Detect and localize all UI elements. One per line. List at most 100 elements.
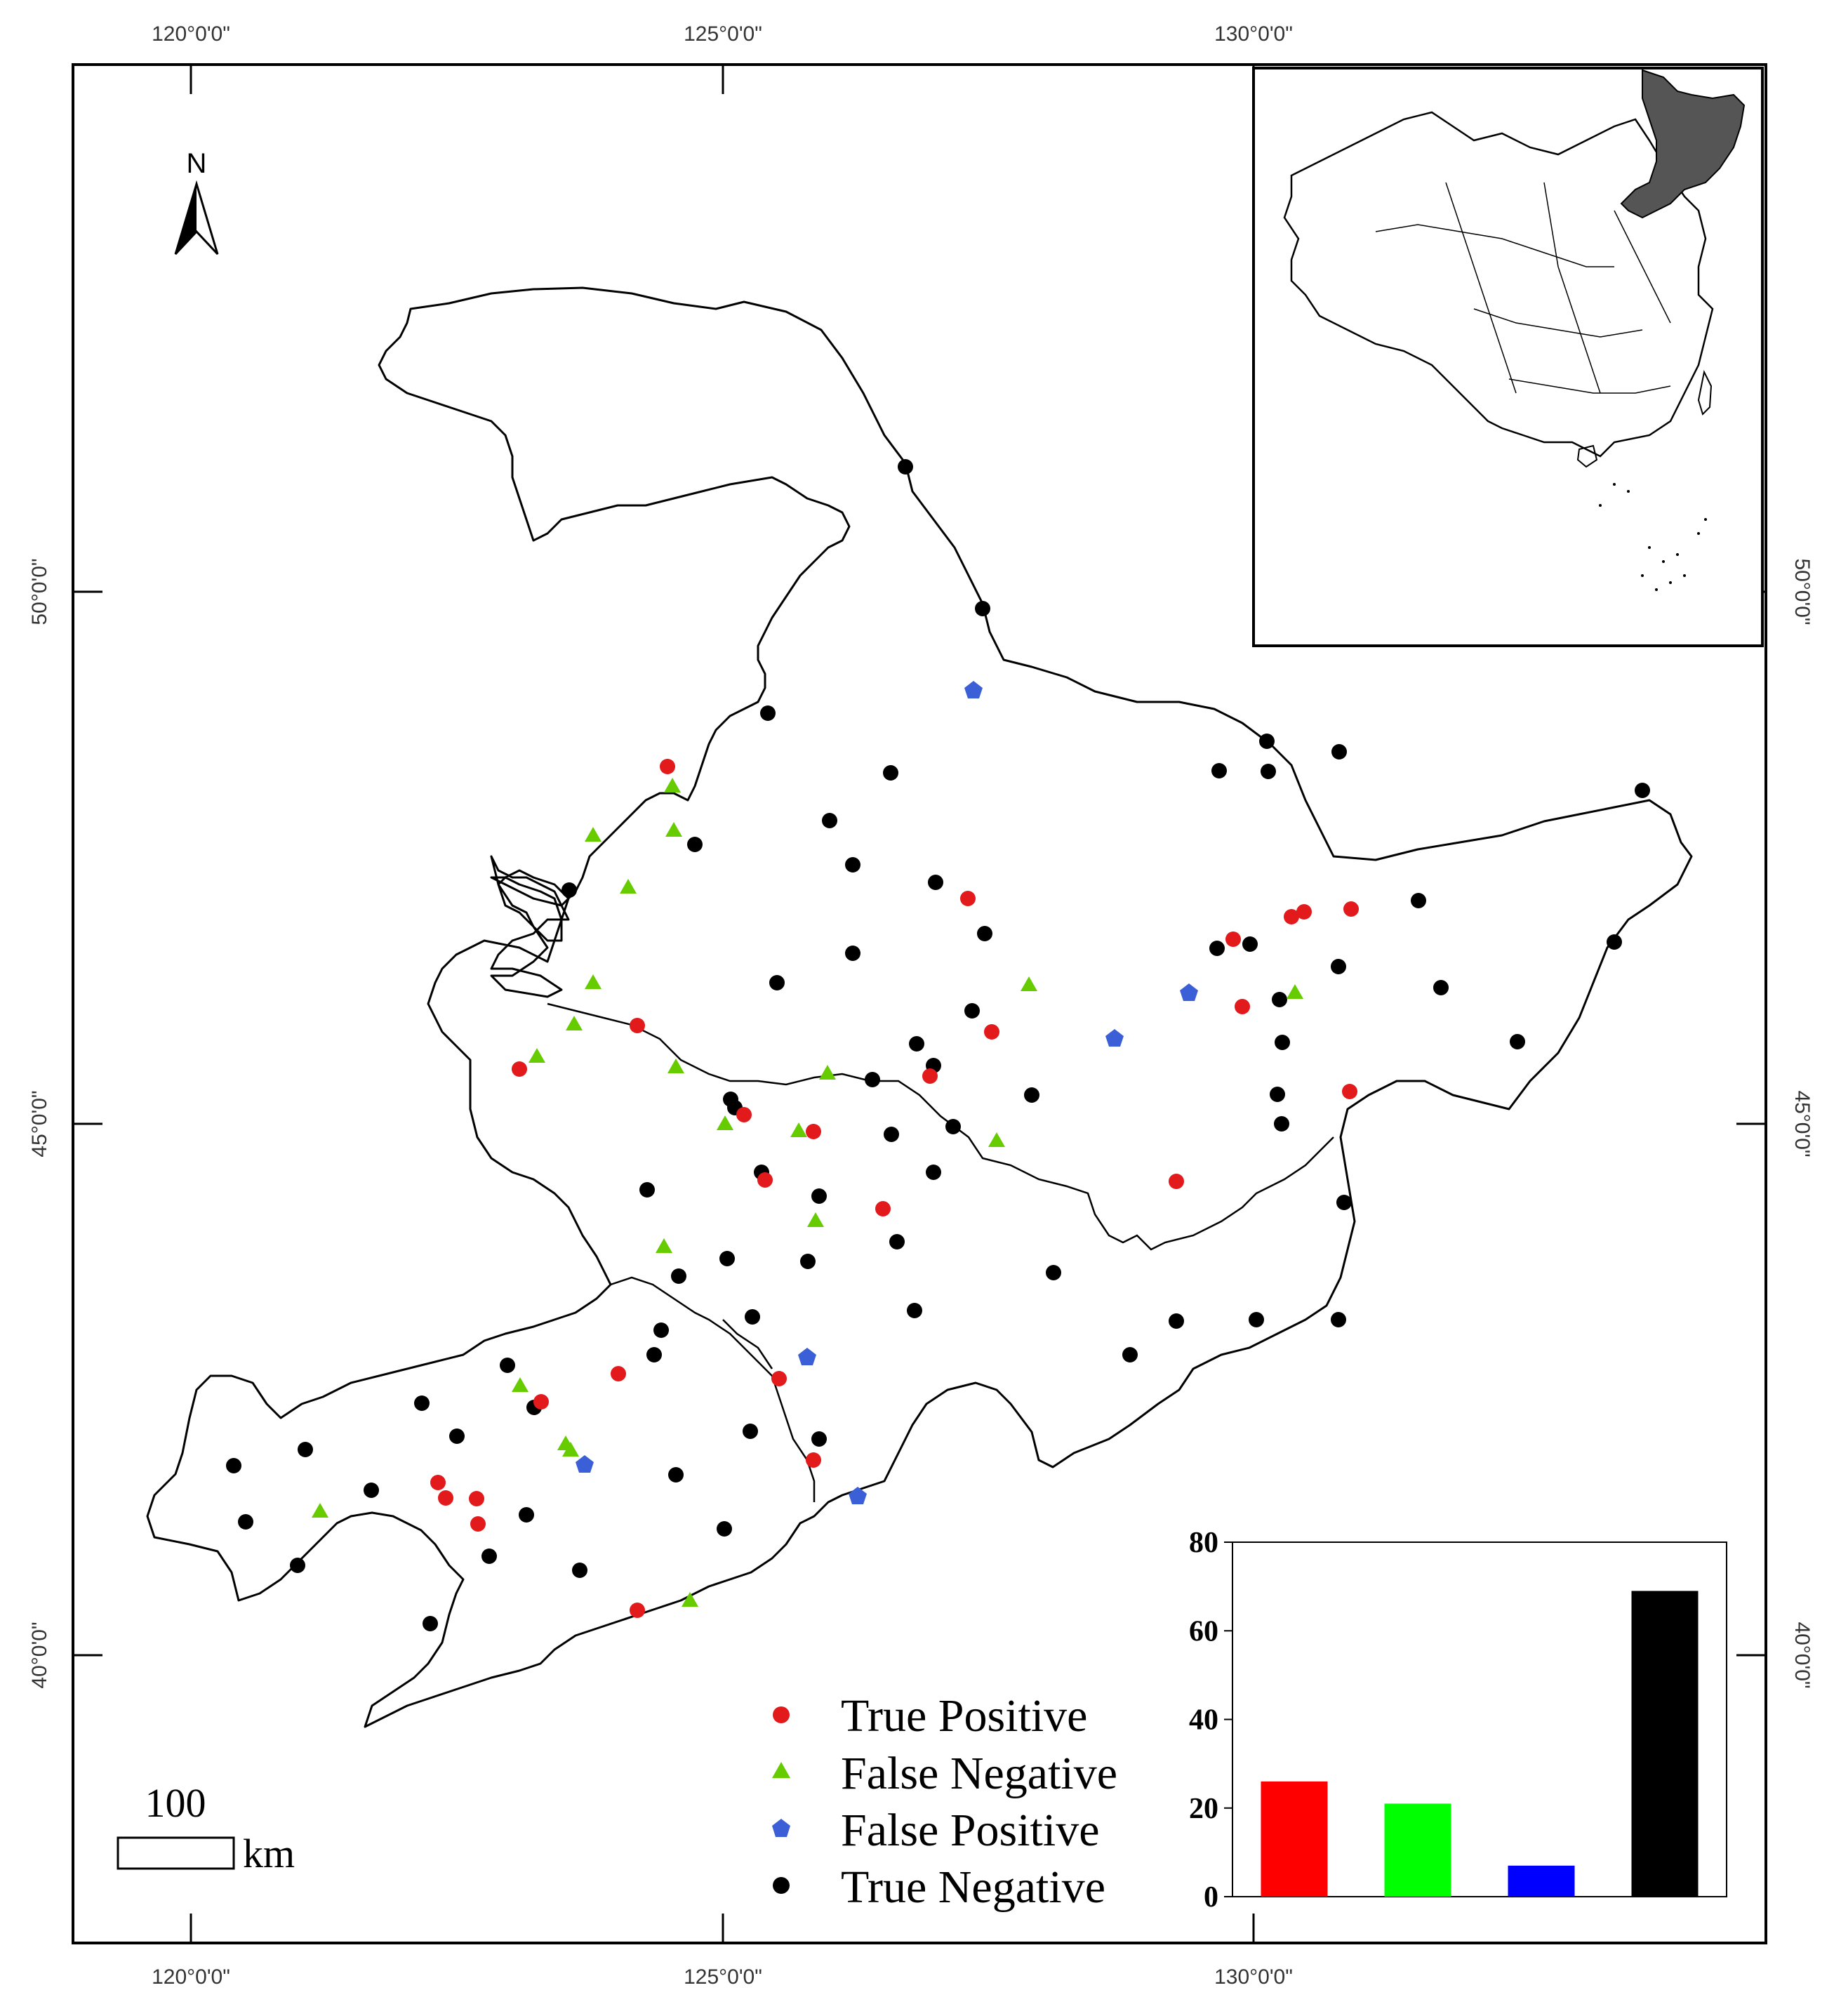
true-negative-point: [898, 459, 913, 475]
chart-y-tick-label: 40: [1189, 1704, 1218, 1737]
true-negative-point: [845, 946, 860, 961]
false-negative-point: [562, 1442, 579, 1457]
inset-map: [1252, 67, 1764, 647]
true-positive-point: [757, 1172, 773, 1188]
true-negative-point: [481, 1549, 497, 1564]
true-negative-point: [1169, 1313, 1184, 1329]
true-negative-point: [238, 1514, 253, 1530]
true-negative-point: [1331, 1312, 1346, 1327]
true-negative-point: [1331, 959, 1346, 974]
true-negative-point: [449, 1428, 465, 1444]
true-positive-point: [1343, 901, 1359, 917]
true-negative-point: [743, 1424, 758, 1439]
true-negative-point: [928, 875, 943, 890]
true-positive-point: [875, 1201, 891, 1216]
true-negative-point: [1411, 893, 1426, 908]
true-positive-point: [438, 1490, 453, 1506]
false-positive-point: [849, 1487, 867, 1504]
top-lon-label-2: 125°0'0": [684, 22, 762, 46]
true-positive-point: [1342, 1084, 1357, 1099]
true-negative-point: [1024, 1087, 1039, 1103]
legend-true-positive-symbol: [773, 1706, 790, 1723]
chart-bar-false-positive: [1508, 1865, 1575, 1897]
false-negative-point: [819, 1065, 836, 1080]
true-positive-point: [1225, 931, 1241, 947]
true-negative-point: [414, 1395, 430, 1411]
legend-false-negative-symbol: [772, 1762, 790, 1778]
true-negative-point: [1046, 1265, 1061, 1280]
true-negative-point: [926, 1165, 941, 1180]
chart-bar-true-negative: [1631, 1591, 1699, 1897]
true-positive-point: [806, 1124, 821, 1139]
legend-true-negative-symbol: [773, 1877, 790, 1894]
true-negative-point: [1274, 1116, 1289, 1132]
false-positive-point: [798, 1348, 816, 1365]
false-negative-point: [529, 1048, 545, 1063]
scale-unit: km: [243, 1831, 295, 1876]
true-negative-point: [1433, 980, 1449, 995]
true-negative-point: [845, 857, 860, 873]
false-negative-point: [717, 1115, 733, 1130]
true-negative-point: [646, 1347, 662, 1362]
true-negative-point: [1259, 734, 1275, 749]
true-positive-point: [984, 1024, 999, 1040]
north-arrow: N: [174, 148, 219, 256]
false-negative-point: [667, 1059, 684, 1073]
true-negative-point: [907, 1303, 922, 1318]
true-negative-point: [668, 1467, 684, 1483]
false-positive-point: [1105, 1029, 1124, 1047]
region-outline: [146, 286, 1693, 1728]
true-positive-point: [1296, 904, 1312, 920]
false-positive-point: [964, 681, 983, 698]
right-lat-label-3: 40°0'0": [1790, 1622, 1814, 1688]
false-negative-point: [664, 778, 681, 793]
bottom-lon-label-2: 125°0'0": [684, 1965, 762, 1989]
true-positive-point: [660, 759, 675, 774]
true-negative-point: [977, 926, 992, 941]
legend-false-positive-symbol: [772, 1819, 790, 1837]
true-positive-point: [960, 891, 976, 906]
true-negative-point: [298, 1442, 313, 1457]
true-positive-point: [922, 1068, 938, 1084]
legend: True Positive False Negative False Posit…: [772, 1690, 1117, 1913]
true-negative-point: [1510, 1034, 1525, 1049]
bottom-lon-label-3: 130°0'0": [1214, 1965, 1293, 1989]
true-positive-point: [630, 1603, 645, 1618]
chart-y-axis: 80 60 40 20 0: [1189, 1527, 1232, 1914]
true-negative-point: [572, 1563, 587, 1578]
true-positive-point: [806, 1452, 821, 1468]
chart-y-tick-label: 0: [1204, 1881, 1218, 1914]
false-negative-point: [790, 1122, 807, 1137]
true-negative-point: [561, 882, 577, 898]
true-negative-point: [717, 1521, 732, 1537]
true-negative-point: [719, 1251, 735, 1266]
true-negative-point: [1635, 783, 1650, 798]
true-negative-point: [909, 1036, 924, 1052]
true-negative-point: [975, 601, 990, 616]
true-negative-point: [760, 705, 776, 721]
false-negative-point: [807, 1212, 824, 1227]
legend-false-positive-label: False Positive: [841, 1805, 1100, 1856]
chart-y-tick-label: 80: [1189, 1527, 1218, 1559]
true-negative-point: [811, 1431, 827, 1447]
scale-bar: 100 km: [117, 1780, 295, 1876]
chart-y-tick-label: 60: [1189, 1615, 1218, 1647]
true-negative-point: [889, 1234, 905, 1249]
false-negative-point: [682, 1592, 698, 1607]
true-negative-point: [800, 1254, 816, 1269]
scale-bar-box: [117, 1836, 235, 1870]
true-negative-point: [500, 1358, 515, 1373]
inset-china-outline: [1283, 111, 1714, 458]
true-negative-point: [811, 1188, 827, 1204]
true-positive-point: [1169, 1174, 1184, 1189]
true-positive-point: [1235, 999, 1250, 1014]
north-label: N: [187, 148, 207, 179]
true-negative-point: [1336, 1195, 1352, 1210]
left-lat-label-1: 50°0'0": [28, 558, 51, 625]
false-negative-point: [585, 974, 602, 989]
inset-province-lines: [1375, 182, 1671, 394]
false-positive-point: [1180, 983, 1198, 1001]
true-negative-point: [745, 1309, 760, 1325]
inset-highlight-region: [1620, 69, 1746, 219]
